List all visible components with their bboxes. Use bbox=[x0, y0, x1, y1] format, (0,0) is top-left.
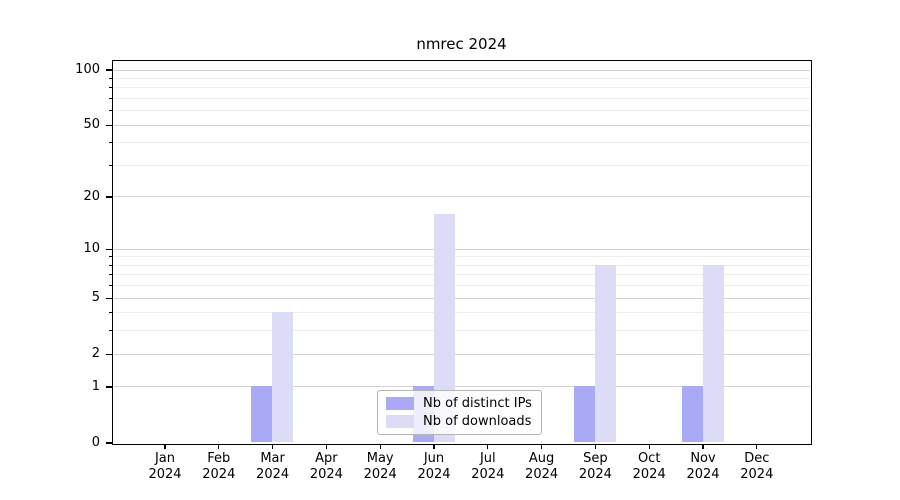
x-tick bbox=[702, 444, 704, 449]
gridline-minor bbox=[112, 110, 810, 112]
gridline-minor bbox=[112, 97, 810, 99]
gridline-major bbox=[112, 124, 810, 126]
x-tick-label: May 2024 bbox=[363, 451, 397, 482]
y-minor-tick bbox=[108, 285, 112, 287]
gridline-minor bbox=[112, 142, 810, 144]
y-minor-tick bbox=[108, 142, 112, 144]
y-tick-label: 2 bbox=[91, 346, 100, 362]
y-tick-label: 10 bbox=[83, 241, 100, 257]
legend: Nb of distinct IPs Nb of downloads bbox=[377, 390, 542, 435]
bar-downloads bbox=[433, 213, 455, 443]
x-tick-label: Sep 2024 bbox=[578, 451, 612, 482]
legend-item-downloads: Nb of downloads bbox=[386, 414, 532, 429]
gridline-major bbox=[112, 196, 810, 198]
x-tick-label: Jul 2024 bbox=[471, 451, 505, 482]
gridline-minor bbox=[112, 274, 810, 276]
x-tick bbox=[648, 444, 650, 449]
gridline-minor bbox=[112, 164, 810, 166]
bar-downloads bbox=[702, 264, 724, 443]
y-tick bbox=[106, 124, 112, 126]
gridline-major bbox=[112, 69, 810, 71]
x-tick bbox=[433, 444, 435, 449]
bar-downloads bbox=[594, 264, 616, 443]
x-tick bbox=[271, 444, 274, 449]
y-minor-tick bbox=[108, 87, 112, 89]
legend-item-distinct-ips: Nb of distinct IPs bbox=[386, 396, 532, 411]
gridline-minor bbox=[112, 264, 810, 266]
legend-label-downloads: Nb of downloads bbox=[423, 414, 532, 429]
y-minor-tick bbox=[108, 256, 112, 258]
y-minor-tick bbox=[108, 264, 112, 266]
plot-area bbox=[111, 59, 812, 445]
y-tick bbox=[106, 353, 112, 355]
x-tick bbox=[164, 444, 166, 449]
legend-swatch-distinct-ips bbox=[386, 397, 414, 410]
x-tick-label: Oct 2024 bbox=[632, 451, 666, 482]
gridline-minor bbox=[112, 77, 810, 79]
y-tick-label: 1 bbox=[91, 378, 100, 394]
y-tick bbox=[106, 69, 112, 71]
chart-title: nmrec 2024 bbox=[416, 35, 507, 53]
y-minor-tick bbox=[108, 97, 112, 99]
y-tick bbox=[106, 297, 112, 299]
y-minor-tick bbox=[108, 164, 112, 166]
x-tick bbox=[756, 444, 758, 449]
gridline-minor bbox=[112, 256, 810, 258]
x-tick bbox=[379, 444, 381, 449]
x-tick-label: Nov 2024 bbox=[686, 451, 720, 482]
gridline-major bbox=[112, 386, 810, 388]
y-tick-label: 5 bbox=[91, 290, 100, 306]
bar-downloads bbox=[272, 312, 294, 443]
x-tick-label: Apr 2024 bbox=[309, 451, 343, 482]
x-tick bbox=[540, 444, 543, 449]
y-minor-tick bbox=[108, 274, 112, 276]
legend-swatch-downloads bbox=[386, 415, 414, 428]
x-tick bbox=[594, 444, 597, 449]
x-tick-label: Dec 2024 bbox=[740, 451, 774, 482]
y-tick bbox=[106, 196, 112, 198]
y-tick-label: 20 bbox=[83, 188, 100, 204]
legend-label-distinct-ips: Nb of distinct IPs bbox=[423, 396, 532, 411]
y-minor-tick bbox=[108, 77, 112, 79]
gridline-major bbox=[112, 297, 810, 299]
y-minor-tick bbox=[108, 330, 112, 332]
y-tick-label: 0 bbox=[91, 435, 100, 450]
bar-distinct-ips bbox=[251, 386, 273, 443]
x-tick-label: Jan 2024 bbox=[148, 451, 182, 482]
x-tick-label: Feb 2024 bbox=[202, 451, 236, 482]
y-minor-tick bbox=[108, 110, 112, 112]
bar-distinct-ips bbox=[573, 386, 595, 443]
y-minor-tick bbox=[108, 312, 112, 314]
x-tick-label: Jun 2024 bbox=[417, 451, 451, 482]
y-tick-label: 100 bbox=[75, 62, 100, 77]
y-tick bbox=[106, 386, 112, 388]
gridline-minor bbox=[112, 87, 810, 89]
gridline-minor bbox=[112, 330, 810, 332]
bar-distinct-ips bbox=[681, 386, 703, 443]
y-tick-label: 50 bbox=[83, 117, 100, 133]
x-tick-label: Mar 2024 bbox=[256, 451, 290, 482]
y-tick bbox=[106, 442, 112, 444]
gridline-minor bbox=[112, 312, 810, 314]
x-tick bbox=[487, 444, 489, 449]
x-tick-label: Aug 2024 bbox=[525, 451, 559, 482]
x-tick bbox=[325, 444, 328, 449]
gridline-major bbox=[112, 248, 810, 250]
x-tick bbox=[218, 444, 220, 449]
y-tick bbox=[106, 248, 112, 250]
gridline-minor bbox=[112, 285, 810, 287]
gridline-major bbox=[112, 353, 810, 355]
